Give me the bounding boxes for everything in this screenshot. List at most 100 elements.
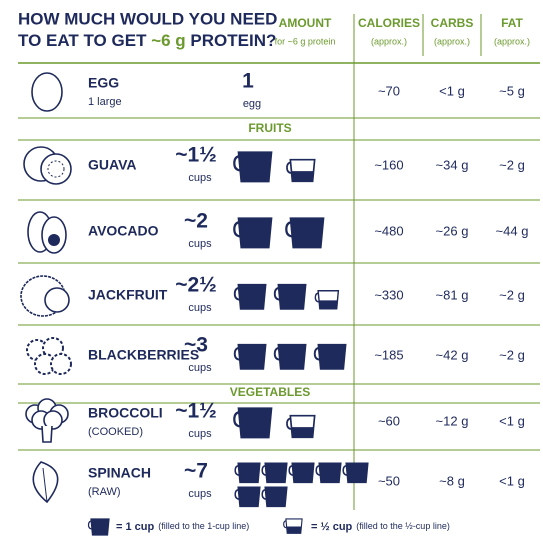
full-cup — [234, 462, 261, 484]
section-label: FRUITS — [248, 121, 291, 135]
amount-unit: cups — [188, 302, 212, 314]
item-detail: (COOKED) — [88, 426, 143, 438]
fat: ~44 g — [496, 223, 529, 238]
cup-body — [277, 283, 307, 310]
full-cup — [233, 343, 267, 370]
column-header: CALORIES — [358, 16, 420, 30]
title: TO EAT TO GET ~6 g PROTEIN? — [18, 31, 276, 50]
full-cup — [315, 462, 342, 484]
section-bg — [225, 385, 315, 401]
avocado-pit — [48, 234, 60, 246]
cup-body — [317, 343, 347, 370]
cup-handle — [286, 161, 293, 175]
amount: 1 — [242, 70, 254, 93]
cup-body — [318, 462, 342, 484]
legend-item: = 1 cup (filled to the 1-cup line) — [116, 521, 249, 533]
cup-handle — [273, 286, 281, 301]
cup-body — [90, 518, 110, 536]
title-part: PROTEIN? — [186, 31, 277, 50]
item-name: BROCCOLI — [88, 405, 163, 421]
full-cup — [273, 283, 307, 310]
cup-body — [237, 151, 273, 183]
legend-note: (filled to the ½-cup line) — [356, 521, 450, 531]
fat: ~2 g — [499, 347, 525, 362]
title: HOW MUCH WOULD YOU NEED — [18, 9, 277, 28]
half-cup — [283, 518, 303, 534]
fat: <1 g — [499, 473, 525, 488]
calories: ~60 — [378, 413, 400, 428]
carbs: ~42 g — [436, 347, 469, 362]
cup-fill — [286, 526, 302, 534]
cup-body — [237, 407, 273, 439]
cup-body — [264, 486, 288, 508]
fat: ~2 g — [499, 157, 525, 172]
fat: ~5 g — [499, 83, 525, 98]
full-cup — [273, 343, 307, 370]
cup-body — [289, 217, 325, 249]
jackfruit-icon — [44, 287, 70, 313]
section-label: VEGETABLES — [230, 385, 310, 399]
amount-unit: cups — [188, 238, 212, 250]
carbs: ~8 g — [439, 473, 465, 488]
cup-body — [277, 343, 307, 370]
cup-body — [264, 462, 288, 484]
cup-handle — [233, 154, 242, 172]
cup-handle — [234, 488, 241, 500]
legend-label: = 1 cup — [116, 521, 154, 533]
broccoli-icon — [43, 410, 63, 430]
calories: ~160 — [374, 157, 403, 172]
amount: ~3 — [184, 334, 208, 357]
half-cup — [286, 158, 316, 183]
cup-body — [237, 343, 267, 370]
column-header: CARBS — [431, 16, 474, 30]
cup-handle — [283, 520, 288, 529]
calories: ~330 — [374, 287, 403, 302]
cup-handle — [315, 464, 322, 476]
column-note: for ~6 g protein — [275, 36, 336, 46]
full-cup — [288, 462, 315, 484]
cup-body — [291, 462, 315, 484]
column-header: FAT — [501, 16, 523, 30]
cup-handle — [288, 464, 295, 476]
item-name: BLACKBERRIES — [88, 347, 199, 363]
amount: ~7 — [184, 460, 208, 483]
amount: ~2 — [184, 210, 208, 233]
fat: <1 g — [499, 413, 525, 428]
fat: ~2 g — [499, 287, 525, 302]
cup-handle — [273, 346, 281, 361]
carbs: <1 g — [439, 83, 465, 98]
section-bg — [225, 121, 315, 137]
cup-body — [237, 486, 261, 508]
column-note: (approx.) — [371, 36, 407, 46]
carbs: ~26 g — [436, 223, 469, 238]
cup-handle — [261, 464, 268, 476]
full-cup — [87, 518, 110, 536]
legend-note: (filled to the 1-cup line) — [158, 521, 249, 531]
full-cup — [233, 217, 273, 249]
guava-icon — [40, 153, 72, 185]
berry-icon — [50, 353, 72, 375]
cup-handle — [87, 520, 93, 530]
full-cup — [233, 283, 267, 310]
column-note: (approx.) — [494, 36, 530, 46]
full-cup — [234, 486, 261, 508]
broccoli-stem — [41, 425, 53, 443]
calories: ~480 — [374, 223, 403, 238]
amount-unit: cups — [188, 428, 212, 440]
spinach-vein — [42, 467, 48, 503]
full-cup — [261, 462, 288, 484]
spinach-icon — [32, 461, 59, 504]
amount-unit: egg — [243, 98, 261, 110]
cup-handle — [233, 410, 242, 428]
cup-body — [237, 462, 261, 484]
full-cup — [285, 217, 325, 249]
item-detail: 1 large — [88, 96, 122, 108]
cup-handle — [261, 488, 268, 500]
cup-fill — [319, 300, 338, 309]
cup-handle — [342, 464, 349, 476]
calories: ~50 — [378, 473, 400, 488]
amount: ~1½ — [175, 144, 216, 167]
calories: ~70 — [378, 83, 400, 98]
cup-body — [237, 217, 273, 249]
